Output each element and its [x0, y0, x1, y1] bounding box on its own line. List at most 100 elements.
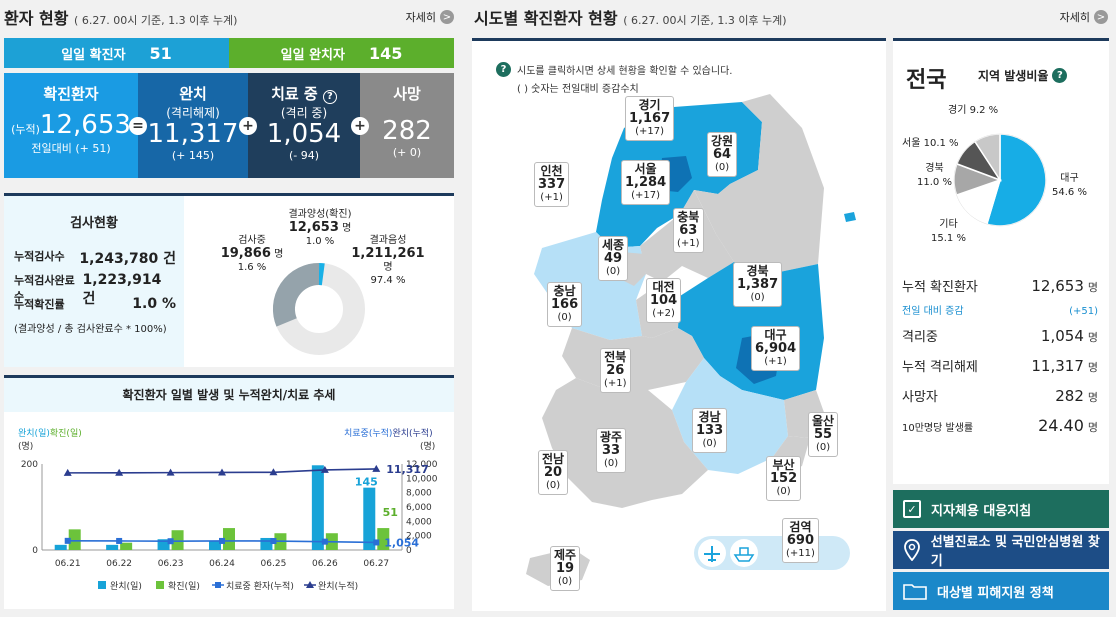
donut-positive-label: 결과양성(확진) 12,653 명 1.0 %: [288, 209, 352, 247]
region-label-chungnam[interactable]: 충남 166 (0): [547, 282, 583, 327]
support-policy-button[interactable]: 대상별 피해지원 정책: [893, 572, 1109, 610]
region-label-sejong[interactable]: 세종 49 (0): [598, 236, 629, 281]
treating-cum-point: [219, 537, 225, 544]
legend-label: 완치(일): [110, 580, 142, 592]
pie-label-gyeonggi: 경기 9.2 %: [948, 105, 999, 116]
region-label-jeonbuk[interactable]: 전북 26 (+1): [600, 348, 631, 393]
region-label-chungbuk[interactable]: 충북 63 (+1): [673, 208, 704, 253]
region-label-seoul[interactable]: 서울 1,284 (+17): [621, 160, 671, 205]
chevron-right-icon: >: [440, 10, 454, 24]
region-jeonbuk[interactable]: [562, 328, 704, 390]
region-label-ulsan[interactable]: 울산 55 (0): [808, 412, 839, 457]
region-label-quarantine[interactable]: 검역 690 (+11): [782, 518, 819, 563]
trend-title: 확진환자 일별 발생 및 누적완치/치료 추세: [4, 378, 454, 412]
region-ratio-pie: [953, 133, 1047, 227]
x-tick-label: 06.22: [106, 559, 132, 569]
stat-confirmed: 누적 확진환자 12,653 명: [902, 277, 1098, 295]
ratio-label: 지역 발생비율 ?: [978, 67, 1068, 84]
legend-label: 치료중 환자(누적): [226, 580, 294, 592]
region-label-gyeongbuk[interactable]: 경북 1,387 (0): [733, 262, 783, 307]
location-pin-icon: [904, 539, 920, 561]
pie-label-daegu: 대구 54.6 %: [1052, 173, 1087, 198]
x-tick-label: 06.21: [55, 559, 81, 569]
released-daily-bar: [106, 544, 119, 550]
right-tick-label: 6,000: [406, 503, 432, 513]
released-card: 완치 (격리해제) 11,317 (+ 145): [138, 73, 248, 178]
plus-icon: +: [239, 117, 257, 135]
deaths-card: 사망 282 (+ 0): [360, 73, 454, 178]
region-label-gyeonggi[interactable]: 경기 1,167 (+17): [625, 96, 675, 141]
region-label-jeju[interactable]: 제주 19 (0): [550, 546, 581, 591]
region-label-jeonnam[interactable]: 전남 20 (0): [538, 450, 569, 495]
tests-summary: [4, 196, 184, 367]
patient-section-title: 환자 현황 ( 6.27. 00시 기준, 1.3 이후 누계): [4, 9, 238, 28]
trend-chart: 200 0 12,000 10,000 8,000 6,000 4,000 2,000 0 06.…: [21, 460, 438, 592]
region-label-incheon[interactable]: 인천 337 (+1): [534, 162, 570, 207]
trend-panel: [4, 375, 454, 609]
confirmed-daily-bar: [223, 528, 235, 550]
ship-icon: [730, 539, 758, 567]
help-icon[interactable]: ?: [1052, 68, 1068, 83]
released-cum-point: [166, 468, 175, 476]
treating-cum-point: [373, 539, 380, 546]
region-label-busan[interactable]: 부산 152 (0): [766, 456, 802, 501]
region-label-gwangju[interactable]: 광주 33 (0): [596, 428, 627, 473]
help-icon[interactable]: ?: [496, 62, 511, 77]
released-daily-bar: [363, 487, 376, 550]
region-label-daegu[interactable]: 대구 6,904 (+1): [751, 326, 801, 371]
equals-icon: =: [129, 117, 147, 135]
released-daily-bar: [54, 544, 67, 550]
legend-label: 완치(누적): [318, 580, 358, 592]
region-label-gangwon[interactable]: 강원 64 (0): [707, 132, 738, 177]
stat-rate: 10만명당 발생률 24.40 명: [902, 416, 1098, 435]
annotation-released-cum: 11,317: [386, 463, 428, 476]
help-icon[interactable]: ?: [322, 90, 337, 104]
clinic-finder-button[interactable]: 선별진료소 및 국민안심병원 찾기: [893, 531, 1109, 569]
released-cum-point: [115, 468, 124, 476]
daily-confirmed-bar: 일일 확진자 51: [4, 38, 229, 68]
tests-title: 검사현황: [70, 216, 118, 231]
national-title: 전국: [906, 68, 947, 93]
checklist-icon: ✓: [903, 500, 921, 518]
treating-cum-point: [270, 538, 277, 545]
right-tick-label: 10,000: [406, 474, 438, 484]
regional-section-title: 시도별 확진환자 현황 ( 6.27. 00시 기준, 1.3 이후 누계): [474, 9, 787, 28]
region-label-daejeon[interactable]: 대전 104 (+2): [646, 278, 682, 323]
national-panel: [893, 38, 1109, 484]
right-tick-label: 0: [406, 546, 412, 556]
chevron-right-icon: >: [1094, 10, 1108, 24]
right-tick-label: 2,000: [406, 532, 432, 542]
right-tick-label: 12,000: [406, 460, 438, 470]
stat-isolating: 격리중 1,054 명: [902, 327, 1098, 345]
treating-cum-point: [321, 538, 328, 545]
local-guideline-button[interactable]: ✓ 지자체용 대응지침: [893, 490, 1109, 528]
left-tick-label: 0: [32, 546, 38, 556]
legend-swatch: [98, 581, 106, 589]
daily-released-bar: 일일 완치자 145: [229, 38, 454, 68]
regional-more-link[interactable]: 자세히 >: [1060, 9, 1108, 25]
map-hint: ? 시도를 클릭하시면 상세 현황을 확인할 수 있습니다.: [496, 62, 732, 77]
folder-icon: [903, 584, 927, 600]
released-cum-point: [269, 468, 278, 476]
legend-swatch: [156, 581, 164, 589]
confirmed-daily-bar: [68, 529, 81, 550]
tests-row: 누적검사수 1,243,780 건: [14, 250, 176, 267]
region-label-gyeongnam[interactable]: 경남 133 (0): [692, 408, 728, 453]
left-tick-label: 200: [21, 460, 38, 470]
region-gangwon[interactable]: [694, 94, 824, 274]
korea-map: [526, 94, 856, 586]
left-axis-unit: (명): [18, 442, 34, 452]
tests-donut-chart: [272, 262, 365, 355]
legend-label: 확진(일): [168, 580, 200, 592]
plus-icon: +: [351, 117, 369, 135]
pie-outline: [953, 133, 1047, 227]
treating-cum-point: [116, 537, 123, 544]
right-tick-label: 4,000: [406, 517, 432, 527]
left-axis-title-confirmed: 확진(일): [49, 429, 82, 439]
confirmed-daily-bar: [171, 530, 184, 550]
right-axis-unit: (명): [420, 442, 436, 452]
treating-cum-point: [64, 537, 71, 544]
patient-more-link[interactable]: 자세히 >: [406, 9, 454, 25]
treating-cum-point: [167, 538, 174, 545]
x-tick-label: 06.27: [363, 559, 389, 569]
